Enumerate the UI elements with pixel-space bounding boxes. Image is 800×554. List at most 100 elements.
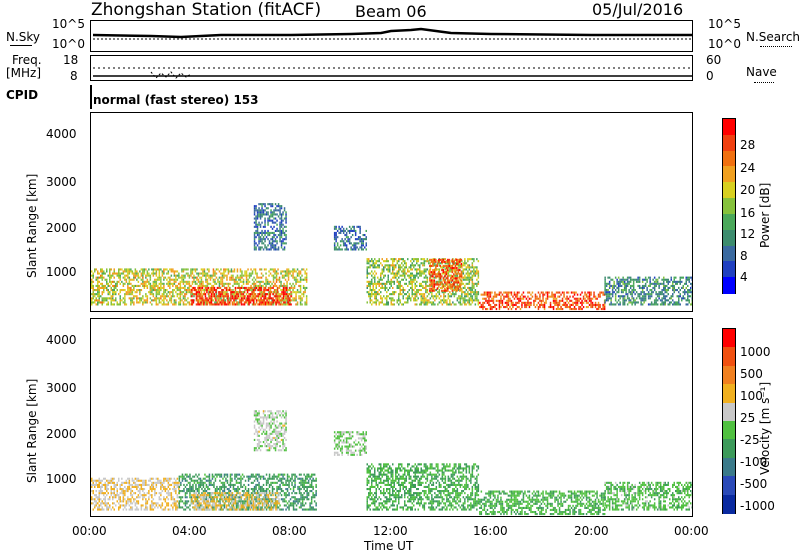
echo-cell bbox=[196, 276, 198, 279]
echo-cell bbox=[435, 267, 437, 270]
echo-cell bbox=[276, 242, 278, 245]
echo-cell bbox=[404, 266, 406, 269]
echo-cell bbox=[91, 280, 93, 283]
echo-cell bbox=[125, 280, 128, 283]
echo-cell bbox=[619, 280, 621, 283]
echo-cell bbox=[670, 301, 672, 304]
echo-cell bbox=[259, 209, 262, 212]
echo-cell bbox=[201, 299, 204, 302]
echo-cell bbox=[566, 291, 568, 294]
echo-cell bbox=[455, 303, 457, 306]
echo-cell bbox=[115, 504, 117, 507]
echo-cell bbox=[101, 272, 103, 275]
echo-cell bbox=[446, 268, 448, 271]
echo-cell bbox=[399, 293, 401, 296]
echo-cell bbox=[477, 282, 480, 285]
echo-cell bbox=[215, 293, 218, 296]
echo-cell bbox=[97, 299, 99, 302]
echo-cell bbox=[432, 301, 435, 304]
echo-cell bbox=[100, 282, 102, 285]
echo-cell bbox=[437, 295, 439, 298]
echo-cell bbox=[292, 289, 294, 292]
echo-cell bbox=[176, 274, 179, 277]
echo-cell bbox=[264, 221, 266, 224]
echo-cell bbox=[401, 284, 403, 287]
echo-cell bbox=[284, 278, 287, 281]
echo-cell bbox=[528, 306, 531, 309]
echo-cell bbox=[265, 280, 267, 283]
echo-cell bbox=[453, 303, 456, 306]
echo-cell bbox=[672, 289, 674, 292]
echo-cell bbox=[283, 303, 285, 306]
echo-cell bbox=[416, 284, 418, 287]
echo-cell bbox=[402, 303, 404, 306]
echo-cell bbox=[444, 258, 447, 261]
echo-cell bbox=[208, 479, 211, 482]
echo-cell bbox=[402, 268, 404, 271]
echo-cell bbox=[155, 293, 158, 296]
echo-cell bbox=[131, 270, 134, 273]
echo-cell bbox=[239, 293, 242, 296]
echo-cell bbox=[118, 496, 120, 499]
echo-cell bbox=[164, 477, 167, 480]
echo-cell bbox=[279, 221, 281, 224]
echo-cell bbox=[396, 274, 398, 277]
echo-cell bbox=[149, 301, 152, 304]
echo-cell bbox=[380, 297, 382, 300]
echo-cell bbox=[482, 301, 484, 304]
echo-cell bbox=[375, 303, 377, 306]
echo-cell bbox=[378, 293, 380, 296]
echo-cell bbox=[197, 284, 200, 287]
echo-cell bbox=[477, 272, 480, 275]
echo-cell bbox=[468, 264, 471, 267]
echo-cell bbox=[477, 291, 480, 294]
echo-cell bbox=[127, 272, 129, 275]
echo-cell bbox=[173, 303, 176, 306]
echo-cell bbox=[530, 303, 532, 306]
echo-cell bbox=[277, 278, 279, 281]
echo-cell bbox=[205, 301, 207, 304]
echo-cell bbox=[119, 272, 121, 275]
echo-cell bbox=[339, 227, 342, 230]
echo-cell bbox=[350, 236, 352, 239]
echo-cell bbox=[139, 483, 141, 486]
echo-cell bbox=[567, 301, 570, 304]
echo-cell bbox=[166, 272, 168, 275]
echo-cell bbox=[128, 504, 131, 507]
echo-cell bbox=[304, 303, 306, 306]
echo-cell bbox=[398, 258, 400, 261]
echo-cell bbox=[604, 284, 606, 287]
echo-cell bbox=[231, 301, 234, 304]
echo-cell bbox=[471, 297, 474, 300]
echo-cell bbox=[127, 276, 129, 279]
echo-cell bbox=[474, 299, 477, 302]
echo-cell bbox=[593, 291, 595, 294]
echo-cell bbox=[173, 498, 176, 501]
echo-cell bbox=[425, 303, 427, 306]
echo-cell bbox=[258, 289, 261, 292]
echo-cell bbox=[492, 306, 495, 309]
echo-cell bbox=[392, 293, 394, 296]
echo-cell bbox=[551, 295, 553, 298]
echo-cell bbox=[204, 498, 206, 501]
echo-cell bbox=[253, 236, 256, 239]
echo-cell bbox=[433, 269, 436, 272]
echo-cell bbox=[131, 490, 134, 493]
echo-cell bbox=[271, 236, 274, 239]
echo-cell bbox=[398, 264, 400, 267]
echo-cell bbox=[643, 301, 645, 304]
echo-cell bbox=[226, 274, 228, 277]
echo-cell bbox=[152, 477, 155, 480]
echo-cell bbox=[413, 293, 415, 296]
echo-cell bbox=[100, 286, 102, 289]
echo-cell bbox=[604, 276, 606, 279]
echo-cell bbox=[301, 278, 303, 281]
echo-cell bbox=[110, 295, 112, 298]
echo-cell bbox=[97, 485, 99, 488]
echo-cell bbox=[573, 293, 576, 296]
echo-cell bbox=[426, 299, 429, 302]
echo-cell bbox=[152, 272, 155, 275]
echo-cell bbox=[512, 303, 514, 306]
echo-cell bbox=[210, 299, 213, 302]
echo-cell bbox=[236, 286, 239, 289]
